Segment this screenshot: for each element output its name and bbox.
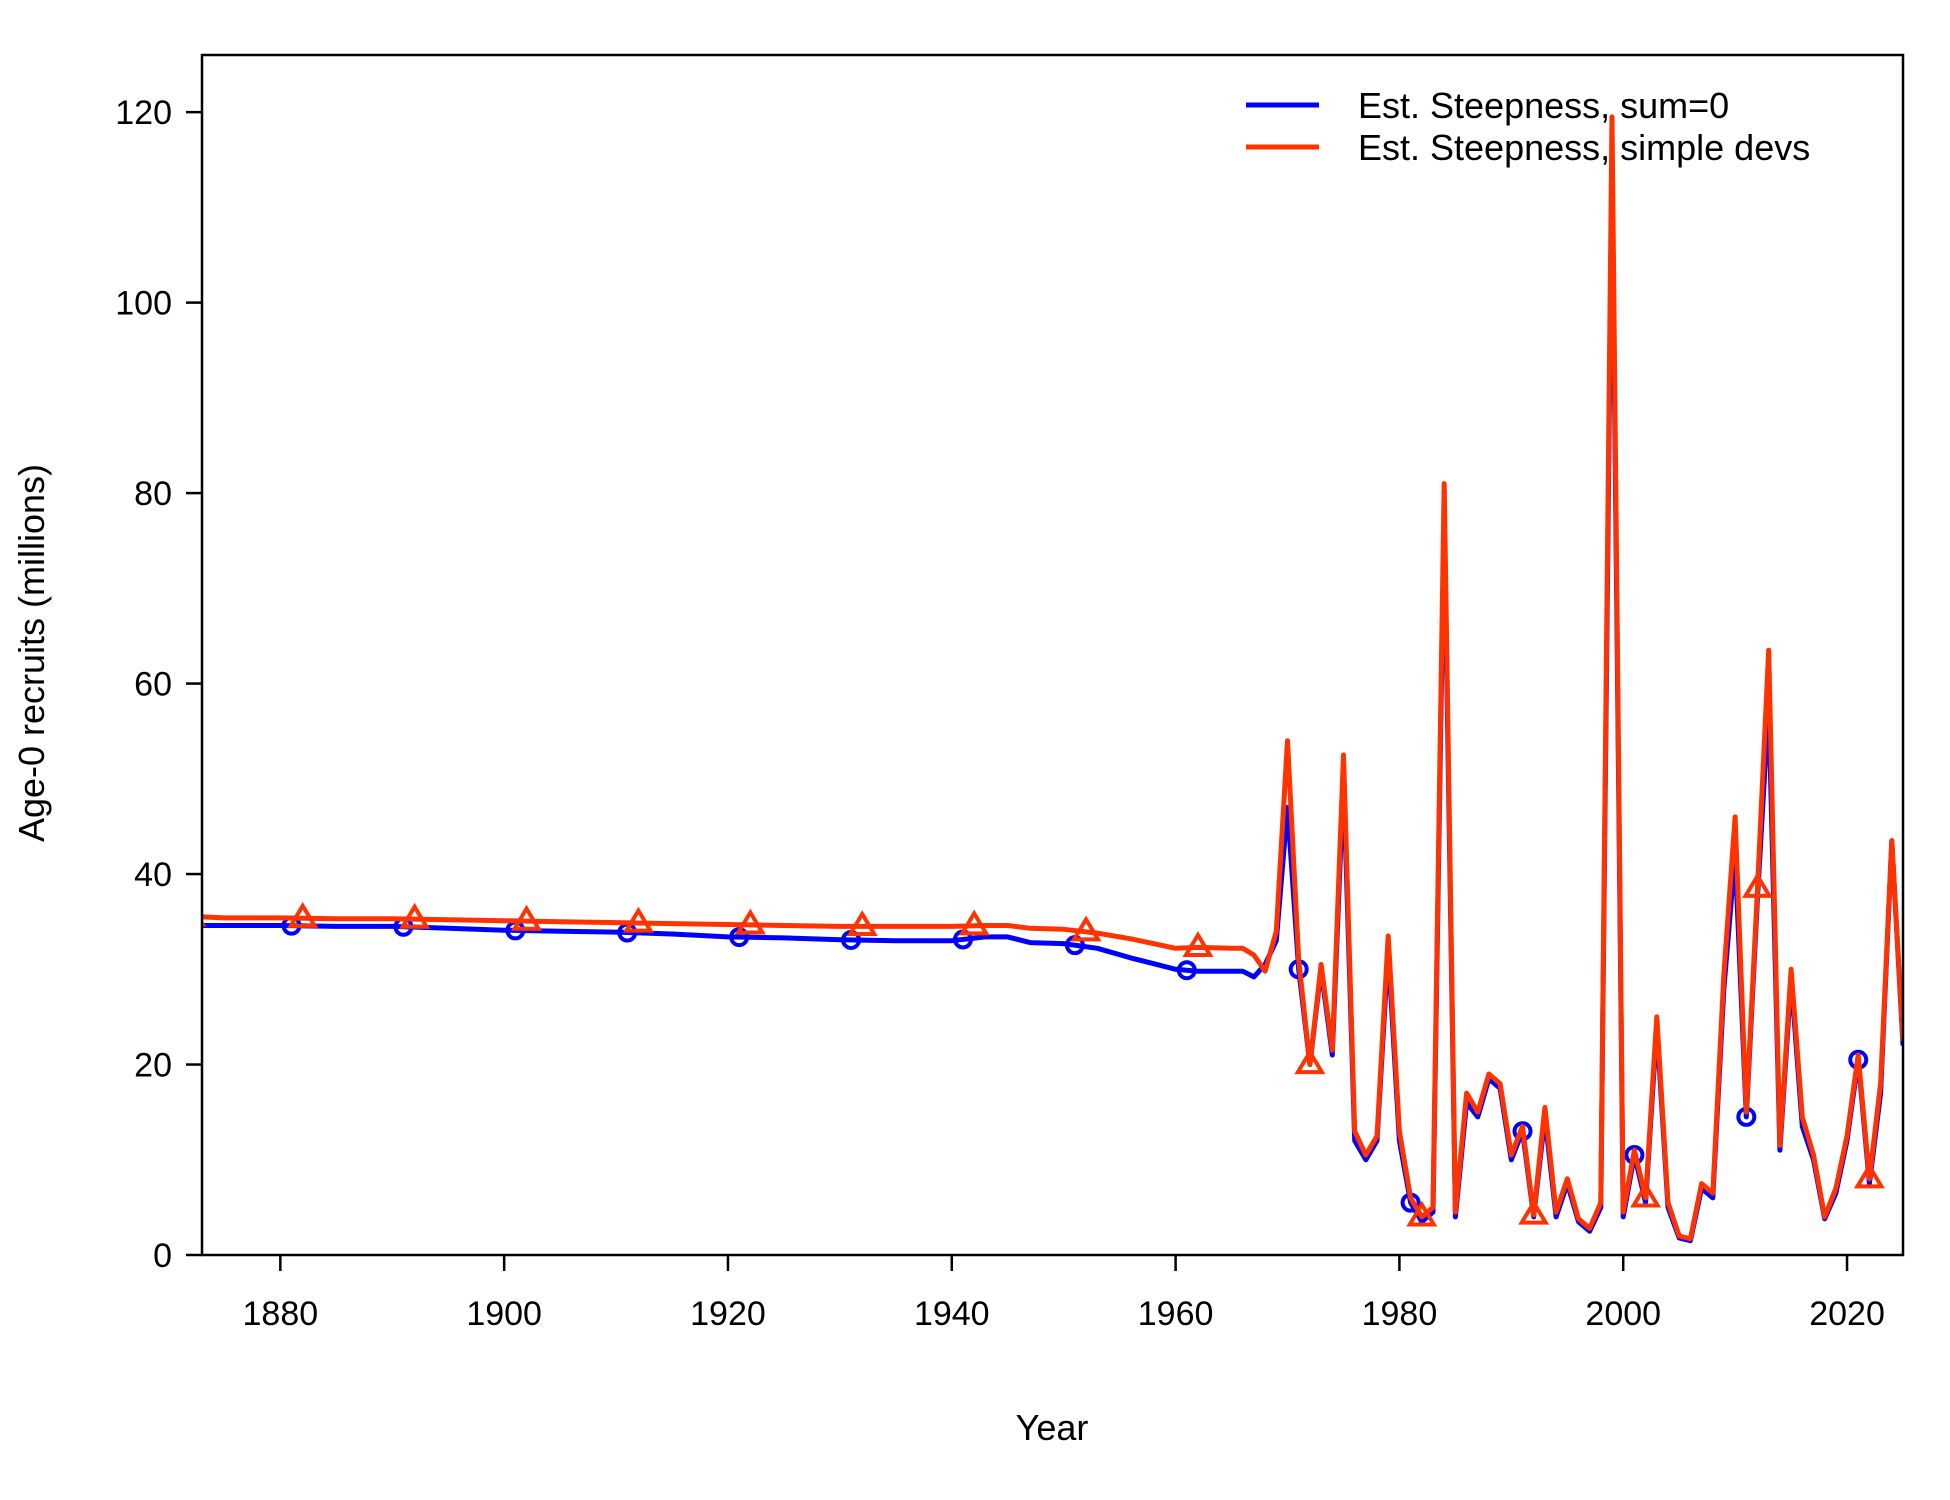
series-line-1 <box>202 114 1903 1242</box>
y-tick-label: 0 <box>153 1237 172 1275</box>
y-axis: 0 20 40 60 80 100 120 <box>115 94 202 1275</box>
circle-marker <box>172 917 188 933</box>
legend-label-simple-devs: Est. Steepness, simple devs <box>1358 127 1810 168</box>
triangle-marker <box>1294 1048 1326 1075</box>
legend: Est. Steepness, sum=0 Est. Steepness, si… <box>1246 85 1810 168</box>
x-tick-label: 2000 <box>1585 1295 1661 1333</box>
x-tick-label: 2020 <box>1809 1295 1885 1333</box>
triangle-marker <box>1853 1162 1885 1189</box>
triangle-marker <box>1741 872 1774 898</box>
x-axis-title: Year <box>1016 1407 1089 1448</box>
x-tick-label: 1980 <box>1362 1295 1438 1333</box>
triangle-marker <box>399 902 431 929</box>
triangle-marker <box>622 906 654 933</box>
y-tick-label: 80 <box>134 475 172 513</box>
triangle-marker <box>1630 1181 1662 1208</box>
x-axis: 1880 1900 1920 1940 1960 1980 2000 2020 <box>243 1255 1885 1333</box>
y-axis-title: Age-0 recruits (millions) <box>11 464 52 842</box>
plot-area <box>172 114 1903 1244</box>
y-tick-label: 100 <box>115 285 172 323</box>
triangle-marker <box>1518 1198 1550 1225</box>
legend-label-sum0: Est. Steepness, sum=0 <box>1358 85 1729 126</box>
series-layer <box>172 114 1903 1244</box>
triangle-marker <box>734 908 766 935</box>
y-tick-label: 120 <box>115 94 172 132</box>
triangle-marker <box>287 901 319 928</box>
circle-marker <box>1176 960 1197 981</box>
series-line-0 <box>202 157 1903 1244</box>
y-tick-label: 60 <box>134 666 172 704</box>
triangle-marker <box>1182 931 1214 957</box>
triangle-marker <box>202 919 207 927</box>
x-tick-label: 1880 <box>243 1295 319 1333</box>
y-tick-label: 40 <box>134 856 172 894</box>
plot-frame <box>200 53 1905 1257</box>
triangle-marker <box>1406 1200 1438 1227</box>
x-tick-label: 1940 <box>914 1295 990 1333</box>
triangle-marker <box>958 909 990 936</box>
triangle-marker <box>1070 915 1102 942</box>
x-tick-label: 1900 <box>466 1295 542 1333</box>
triangle-marker <box>511 904 543 931</box>
x-tick-label: 1920 <box>690 1295 766 1333</box>
x-tick-label: 1960 <box>1138 1295 1214 1333</box>
y-tick-label: 20 <box>134 1047 172 1085</box>
triangle-marker <box>846 910 878 937</box>
